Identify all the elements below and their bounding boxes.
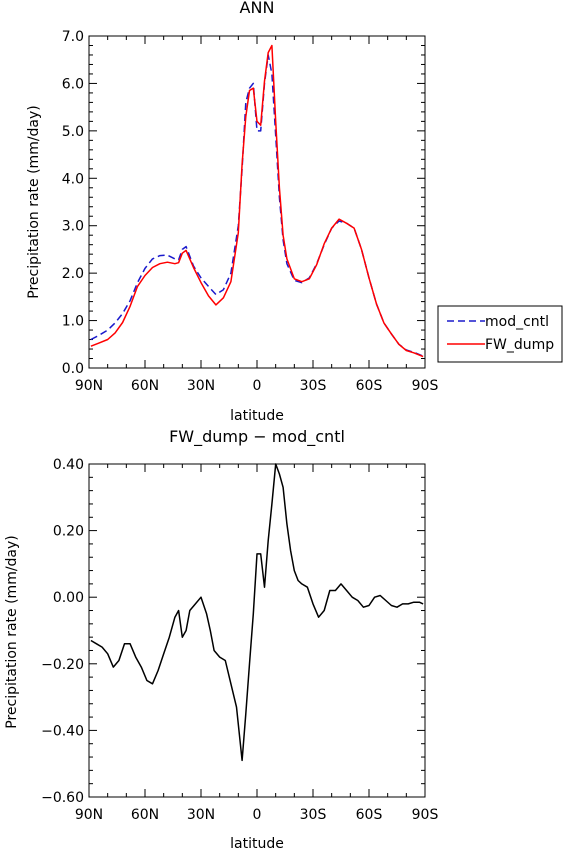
bottom-x-tick-label: 0 (253, 807, 262, 823)
bottom-y-tick-label: 0.00 (53, 590, 84, 606)
bottom-x-tick-label: 60N (131, 807, 159, 823)
top-plot-area: 90N 60N 30N 0 30S 60S 90S 0.0 1.0 2.0 3.0 4.0 5.0 6.0… (62, 29, 439, 394)
top-x-tick-label: 90N (75, 378, 103, 394)
top-x-tick-label: 60S (356, 378, 383, 394)
top-plot-frame (88, 35, 426, 369)
bottom-y-tick-label: −0.40 (41, 723, 84, 739)
bottom-x-tick-label: 30N (187, 807, 215, 823)
bottom-x-tick-label: 60S (356, 807, 383, 823)
bottom-plot-frame (88, 463, 426, 798)
legend-box (437, 305, 563, 363)
top-y-tick-label: 2.0 (62, 266, 84, 282)
bottom-plot-area: 90N 60N 30N 0 30S 60S 90S −0.60 −0.40 −0.20 0.00 0.… (41, 457, 438, 823)
legend: mod_cntl FW_dump (437, 305, 563, 363)
bottom-x-tick-label: 90S (412, 807, 439, 823)
top-y-tick-label: 3.0 (62, 219, 84, 235)
bottom-y-tick-label: −0.60 (41, 790, 84, 806)
legend-label-mod-cntl: mod_cntl (485, 314, 549, 330)
top-y-tick-label: 4.0 (62, 171, 84, 187)
top-x-tick-label: 0 (253, 378, 262, 394)
top-x-tick-label: 90S (412, 378, 439, 394)
bottom-series-line-0 (90, 463, 424, 762)
bottom-x-axis-title: latitude (230, 836, 284, 851)
legend-label-fw-dump: FW_dump (485, 337, 554, 353)
top-y-tick-label: 6.0 (62, 76, 84, 92)
top-series-line-fw-dump (90, 44, 424, 358)
top-x-tick-label: 60N (131, 378, 159, 394)
top-x-tick-label: 30N (187, 378, 215, 394)
top-y-axis-title: Precipitation rate (mm/day) (26, 105, 42, 299)
bottom-y-tick-label: 0.20 (53, 524, 84, 540)
top-series-line-mod-cntl (90, 54, 424, 357)
bottom-y-tick-label: −0.20 (41, 657, 84, 673)
top-x-tick-label: 30S (300, 378, 327, 394)
top-y-tick-label: 1.0 (62, 314, 84, 330)
top-x-axis-title: latitude (230, 408, 284, 424)
top-y-tick-label: 5.0 (62, 124, 84, 140)
bottom-x-tick-label: 30S (300, 807, 327, 823)
bottom-y-tick-label: 0.40 (53, 457, 84, 473)
bottom-x-tick-label: 90N (75, 807, 103, 823)
top-chart-title: ANN (240, 0, 275, 17)
top-y-tick-label: 7.0 (62, 29, 84, 45)
bottom-chart-title: FW_dump − mod_cntl (169, 427, 345, 447)
top-y-tick-label: 0.0 (62, 361, 84, 377)
bottom-y-axis-title: Precipitation rate (mm/day) (4, 535, 20, 729)
